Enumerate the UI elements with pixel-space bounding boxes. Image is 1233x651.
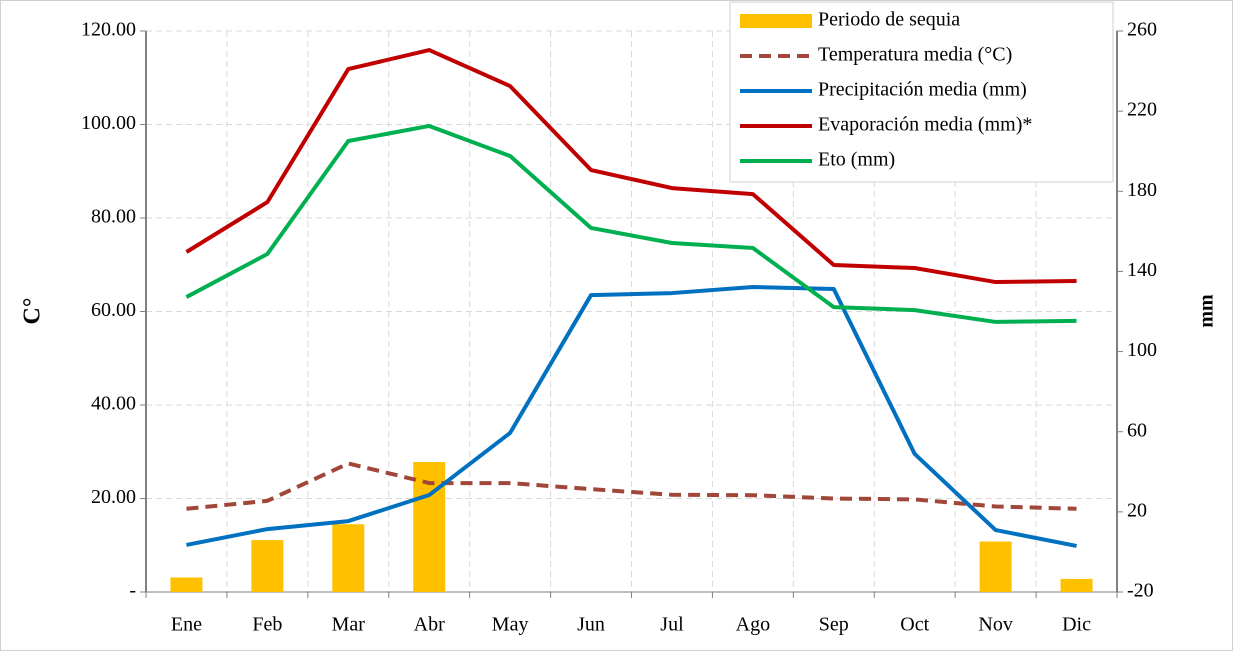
- y-tick-label: 60.00: [91, 299, 136, 321]
- y2-tick-label: 180: [1127, 179, 1157, 201]
- bar: [251, 540, 284, 592]
- x-tick-label: Jul: [660, 614, 684, 636]
- x-tick-label: Jun: [577, 614, 605, 636]
- x-tick-label: Nov: [978, 614, 1012, 636]
- y-tick-label: -: [129, 580, 136, 602]
- y2-tick-label: 140: [1127, 259, 1157, 281]
- y-tick-label: 100.00: [81, 112, 136, 134]
- y2-tick-label: 220: [1127, 99, 1157, 121]
- legend-label: Temperatura media (°C): [818, 44, 1012, 66]
- x-tick-label: Dic: [1062, 614, 1091, 636]
- x-tick-label: May: [492, 614, 529, 636]
- legend-label: Evaporación media (mm)*: [818, 114, 1032, 136]
- x-tick-label: Abr: [414, 614, 445, 636]
- legend-label: Eto (mm): [818, 149, 895, 171]
- x-tick-label: Mar: [332, 614, 366, 636]
- y-axis-label: C°: [20, 298, 46, 325]
- x-tick-label: Oct: [900, 614, 929, 636]
- bar: [170, 577, 203, 592]
- x-tick-label: Ene: [171, 614, 202, 636]
- y2-tick-label: 260: [1127, 19, 1157, 41]
- bar: [979, 541, 1012, 592]
- legend-swatch: [740, 14, 812, 28]
- y-tick-label: 40.00: [91, 393, 136, 415]
- x-tick-label: Sep: [819, 614, 849, 636]
- series-line: [186, 461, 1077, 511]
- bar: [1060, 578, 1093, 592]
- legend-label: Precipitación media (mm): [818, 79, 1027, 101]
- bar: [332, 524, 365, 592]
- x-tick-label: Feb: [252, 614, 282, 636]
- y-tick-label: 80.00: [91, 206, 136, 228]
- series-line: [186, 285, 1077, 548]
- series-line: [185, 48, 1077, 285]
- y2-tick-label: -20: [1127, 580, 1154, 602]
- y2-tick-label: 100: [1127, 339, 1157, 361]
- x-tick-label: Ago: [736, 614, 770, 636]
- legend-label: Periodo de sequia: [818, 9, 960, 31]
- y2-tick-label: 60: [1127, 419, 1147, 441]
- series-line: [185, 123, 1077, 324]
- y-tick-label: 120.00: [81, 19, 136, 41]
- y-tick-label: 20.00: [91, 486, 136, 508]
- y2-axis-label: mm: [1196, 294, 1218, 328]
- y2-tick-label: 20: [1127, 499, 1147, 521]
